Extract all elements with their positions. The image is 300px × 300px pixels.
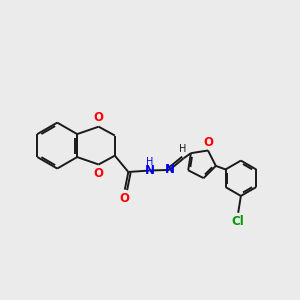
Text: H: H [146,157,153,167]
Text: Cl: Cl [232,214,244,228]
Text: O: O [120,192,130,205]
Text: N: N [165,164,175,176]
Text: N: N [145,164,154,177]
Text: O: O [204,136,214,149]
Text: O: O [94,111,103,124]
Text: H: H [179,144,186,154]
Text: O: O [94,167,103,180]
